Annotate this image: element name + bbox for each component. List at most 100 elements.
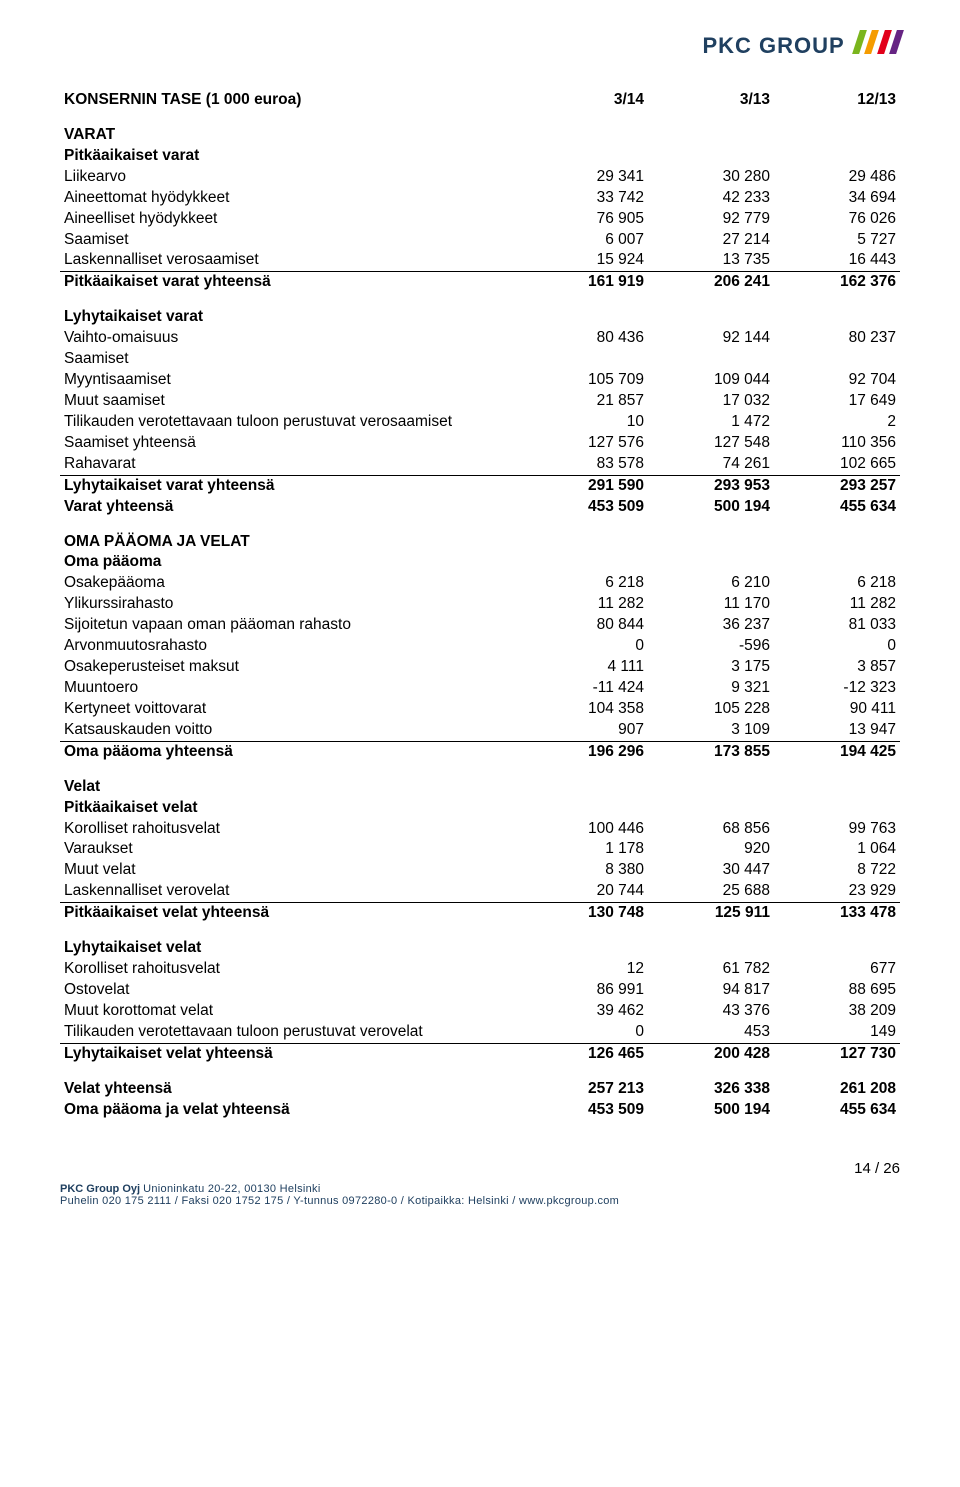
cell-value: 261 208 — [774, 1079, 900, 1100]
cell-value: 6 007 — [522, 230, 648, 251]
cell-value: 81 033 — [774, 615, 900, 636]
cell-value: 455 634 — [774, 497, 900, 518]
cell-value: -596 — [648, 636, 774, 657]
cell-value — [774, 349, 900, 370]
cell-value: 3/14 — [522, 90, 648, 111]
cell-value: 33 742 — [522, 188, 648, 209]
cell-value — [774, 798, 900, 819]
table-row: Ylikurssirahasto — [60, 594, 522, 615]
cell-value: 2 — [774, 412, 900, 433]
cell-value: 94 817 — [648, 980, 774, 1001]
cell-value — [522, 146, 648, 167]
cell-value: 127 730 — [774, 1043, 900, 1064]
cell-value: 76 026 — [774, 209, 900, 230]
cell-value: -11 424 — [522, 678, 648, 699]
cell-value: 8 380 — [522, 860, 648, 881]
cell-value — [648, 938, 774, 959]
cell-value: 38 209 — [774, 1001, 900, 1022]
cell-value: 133 478 — [774, 903, 900, 924]
cell-value: 500 194 — [648, 1100, 774, 1121]
table-row: Aineettomat hyödykkeet — [60, 188, 522, 209]
group-total: Pitkäaikaiset velat yhteensä — [60, 903, 522, 924]
footer-company: PKC Group Oyj — [60, 1183, 140, 1195]
cell-value: 149 — [774, 1022, 900, 1043]
table-row: Saamiset yhteensä — [60, 433, 522, 454]
table-row: Tilikauden verotettavaan tuloon perustuv… — [60, 1022, 522, 1043]
group-subhead: Lyhytaikaiset varat — [60, 307, 522, 328]
table-row: Laskennalliset verovelat — [60, 881, 522, 902]
cell-value: 80 237 — [774, 328, 900, 349]
table-row: Korolliset rahoitusvelat — [60, 819, 522, 840]
cell-value — [522, 938, 648, 959]
cell-value: 1 178 — [522, 839, 648, 860]
cell-value: 104 358 — [522, 699, 648, 720]
cell-value: 39 462 — [522, 1001, 648, 1022]
extra-total: Oma pääoma ja velat yhteensä — [60, 1100, 522, 1121]
table-title: KONSERNIN TASE (1 000 euroa) — [60, 90, 522, 111]
cell-value — [774, 532, 900, 553]
table-row: Laskennalliset verosaamiset — [60, 250, 522, 271]
cell-value: 0 — [774, 636, 900, 657]
cell-value: 453 509 — [522, 497, 648, 518]
table-row: Saamiset — [60, 349, 522, 370]
cell-value: 100 446 — [522, 819, 648, 840]
cell-value: 12/13 — [774, 90, 900, 111]
cell-value — [648, 532, 774, 553]
footer-contact: Puhelin 020 175 2111 / Faksi 020 1752 17… — [60, 1195, 900, 1207]
cell-value: 13 947 — [774, 720, 900, 741]
cell-value: 17 649 — [774, 391, 900, 412]
cell-value — [774, 938, 900, 959]
page-footer: 14 / 26 PKC Group Oyj Unioninkatu 20-22,… — [60, 1160, 900, 1207]
table-row: Osakeperusteiset maksut — [60, 657, 522, 678]
cell-value — [522, 777, 648, 798]
cell-value — [522, 349, 648, 370]
cell-value: 127 576 — [522, 433, 648, 454]
cell-value: 80 844 — [522, 615, 648, 636]
cell-value: 11 282 — [522, 594, 648, 615]
cell-value: 453 509 — [522, 1100, 648, 1121]
cell-value: 105 228 — [648, 699, 774, 720]
cell-value: 126 465 — [522, 1043, 648, 1064]
cell-value: 677 — [774, 959, 900, 980]
cell-value — [522, 798, 648, 819]
cell-value: 27 214 — [648, 230, 774, 251]
table-row: Liikearvo — [60, 167, 522, 188]
page-number: 14 / 26 — [60, 1160, 900, 1177]
cell-value: 17 032 — [648, 391, 774, 412]
cell-value: 21 857 — [522, 391, 648, 412]
cell-value: 326 338 — [648, 1079, 774, 1100]
table-row: Rahavarat — [60, 454, 522, 475]
extra-total: Velat yhteensä — [60, 1079, 522, 1100]
cell-value: 20 744 — [522, 881, 648, 902]
cell-value: 455 634 — [774, 1100, 900, 1121]
cell-value: 15 924 — [522, 250, 648, 271]
table-row: Muuntoero — [60, 678, 522, 699]
cell-value: 80 436 — [522, 328, 648, 349]
cell-value: 500 194 — [648, 497, 774, 518]
cell-value — [648, 146, 774, 167]
cell-value: 920 — [648, 839, 774, 860]
table-row: Kertyneet voittovarat — [60, 699, 522, 720]
group-subhead: Oma pääoma — [60, 552, 522, 573]
table-row: Sijoitetun vapaan oman pääoman rahasto — [60, 615, 522, 636]
footer-address: Unioninkatu 20-22, 00130 Helsinki — [143, 1183, 320, 1195]
cell-value: 36 237 — [648, 615, 774, 636]
cell-value: 3/13 — [648, 90, 774, 111]
cell-value: 92 144 — [648, 328, 774, 349]
cell-value: 110 356 — [774, 433, 900, 454]
cell-value — [648, 349, 774, 370]
cell-value — [774, 777, 900, 798]
table-row: Aineelliset hyödykkeet — [60, 209, 522, 230]
cell-value: 161 919 — [522, 272, 648, 293]
cell-value — [774, 552, 900, 573]
group-total: Pitkäaikaiset varat yhteensä — [60, 272, 522, 293]
cell-value: 11 282 — [774, 594, 900, 615]
cell-value: 99 763 — [774, 819, 900, 840]
cell-value: 200 428 — [648, 1043, 774, 1064]
cell-value: 0 — [522, 636, 648, 657]
cell-value: 173 855 — [648, 741, 774, 762]
cell-value — [648, 307, 774, 328]
cell-value: 291 590 — [522, 475, 648, 496]
cell-value: 5 727 — [774, 230, 900, 251]
logo-text: PKC GROUP — [703, 33, 845, 58]
